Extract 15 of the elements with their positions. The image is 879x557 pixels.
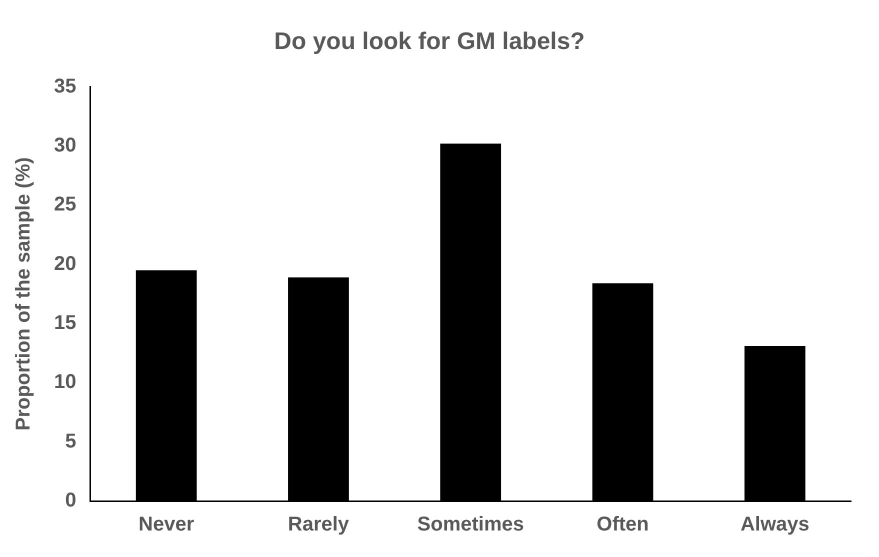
y-tick-label: 5: [65, 430, 76, 452]
y-tick-label: 35: [54, 75, 76, 98]
x-tick-label: Rarely: [288, 514, 350, 536]
x-tick-label: Never: [138, 514, 194, 536]
y-tick-label: 10: [54, 371, 76, 394]
x-tick-label: Sometimes: [417, 514, 524, 536]
y-tick-label: 15: [54, 312, 76, 334]
y-tick-label: 0: [65, 490, 76, 512]
y-tick-label: 25: [54, 194, 76, 216]
x-tick-label: Often: [596, 514, 649, 536]
chart-title: Do you look for GM labels?: [274, 28, 585, 56]
x-tick-label: Always: [740, 514, 810, 536]
y-axis-title: Proportion of the sample (%): [12, 157, 35, 431]
y-tick-label: 30: [54, 134, 76, 156]
y-tick-label: 20: [54, 252, 76, 275]
